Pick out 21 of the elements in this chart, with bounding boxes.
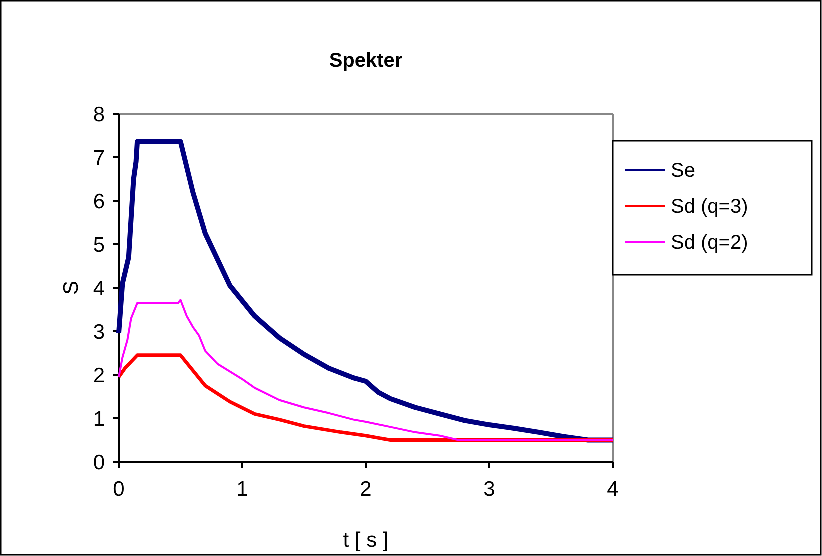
legend-label: Se <box>671 160 696 182</box>
y-tick-label: 4 <box>93 277 106 300</box>
y-tick-label: 2 <box>93 364 105 388</box>
line-series <box>118 299 614 442</box>
y-tick-label: 1 <box>93 408 105 431</box>
x-tick-label: 3 <box>484 478 496 501</box>
y-tick-label: 0 <box>93 451 105 474</box>
y-tick-label: 7 <box>93 146 105 170</box>
y-tick-label: 5 <box>93 234 105 257</box>
y-tick-label: 6 <box>93 190 105 214</box>
x-axis-title: t [ s ] <box>343 529 389 552</box>
legend-label: Sd (q=2) <box>671 232 748 254</box>
y-axis-title: S <box>60 280 83 296</box>
x-tick-label: 4 <box>607 478 620 501</box>
x-tick-label: 0 <box>113 478 125 501</box>
x-tick-label: 1 <box>236 478 248 501</box>
legend-label: Sd (q=3) <box>671 196 748 218</box>
y-tick-label: 8 <box>93 103 105 126</box>
x-tick-label: 2 <box>360 478 372 501</box>
y-tick-label: 3 <box>93 320 105 344</box>
chart-title: Spekter <box>329 50 403 72</box>
